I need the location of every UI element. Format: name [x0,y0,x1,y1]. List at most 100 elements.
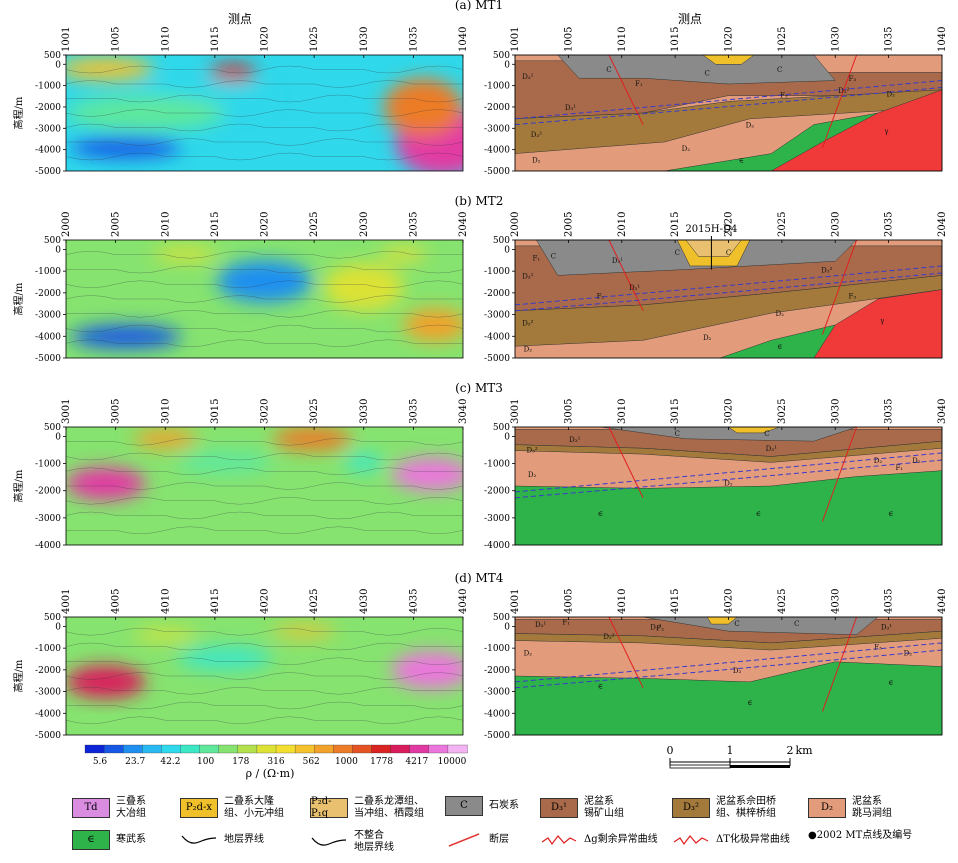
resistivity-anomaly [324,263,404,311]
scale-bar: 0 1 2 km [667,744,813,769]
station-label: 4020 [724,589,735,614]
strata-label: D₂ [904,649,913,657]
resistivity-section [66,617,463,735]
station-header-left: 测点 [228,12,252,26]
elevation-tick: -3000 [484,514,510,524]
station-label: 3001 [510,399,521,424]
legend-item-unconf: 不整合 地层界线 [310,830,394,854]
strata-label: D₃¹ [569,436,580,444]
legend-text: 地层界线 [224,834,264,845]
y-axis-label: 高程/m [12,282,25,315]
legend-text: ΔT化极异常曲线 [716,834,790,845]
station-label: 1035 [884,27,895,52]
station-label: 4015 [210,589,221,614]
station-label: 4030 [359,589,370,614]
strata-label: D₃¹ [629,284,640,292]
station-label: 2030 [359,212,370,237]
colorbar-tick: 1778 [370,757,393,767]
station-label: 4001 [61,589,72,614]
elevation-tick: -4000 [484,332,510,342]
strata-label: D₂ [887,90,896,98]
station-label: 3020 [724,399,735,424]
colorbar-cell [256,744,277,754]
station-label: 2020 [260,212,271,237]
station-label: 4020 [260,589,271,614]
elevation-tick: 500 [44,423,61,433]
resistivity-anomaly [379,248,428,261]
strata-label: D₂ [776,310,785,318]
station-label: 2040 [458,212,469,237]
station-label: 2015 [210,212,221,237]
resistivity-anomaly [66,467,146,501]
resistivity-anomaly [153,247,217,262]
colorbar-cell [237,744,258,754]
strata-label: D₃² [603,633,614,641]
elevation-tick: -1000 [35,460,61,470]
elevation-tick: -1000 [35,267,61,277]
strata-label: D₂ [703,334,712,342]
legend-swatch: Td [72,798,110,818]
scale-tick-1: 1 [727,744,734,757]
strata-label: D₃¹ [522,73,533,81]
colorbar-cell [275,744,296,754]
elevation-tick: -5000 [35,354,61,364]
legend-item-P2dx: P₂d-x 二叠系大隆 组、小元冲组 [180,796,284,820]
geologic-section: C C D₃¹ D₃¹ D₃¹ D₃² D₂ D₂ D₂ ∈ ∈ ∈ F₁ F₂ F₃ [514,616,943,736]
station-label: 4005 [563,589,574,614]
legend-swatch: ∈ [72,830,110,850]
geologic-section: C C C D₃¹ D₃¹ D₃² D₂ D₃² D₂ D₂ D₂ ∈ γ F₁ F₂ F₃ [514,54,943,172]
strata-label: D₃² [821,267,832,275]
legend-text: Δg剩余异常曲线 [584,834,658,845]
station-label: 1001 [61,27,72,52]
colorbar-cell [314,744,334,754]
geologic-section: C C C D₃¹ D₃¹ D₃¹ D₃² D₂ D₂ D₃² D₂ ∈ γ F₁ F₂ F₃ 2015H-D4 [514,224,943,359]
strata-label: D₃² [526,446,537,454]
strata-label: F₂ [597,292,605,300]
station-label: 2025 [309,212,320,237]
strata-label: ∈ [888,510,893,518]
resistivity-anomaly [133,429,198,449]
panel-title: (d) MT4 [455,571,504,585]
colorbar-cell [333,744,354,754]
strata-label: F₂ [656,625,664,633]
station-label: 3025 [777,399,788,424]
elevation-tick: -5000 [35,167,61,177]
station-label: 1030 [359,27,370,52]
colorbar-cell [199,744,220,754]
colorbar-cell [142,744,163,754]
station-label: 4025 [777,589,788,614]
elevation-tick: -3000 [35,688,61,698]
strata-label: D₃² [522,320,533,328]
elevation-tick: -4000 [35,146,61,156]
station-label: 4030 [830,589,841,614]
colorbar-cell [180,744,201,754]
borehole-label: 2015H-D4 [685,224,737,235]
strata-label: D₃² [838,87,849,95]
panels-root: (a) MT1 测点 测点 C C C D₃¹ D₃¹ D₃² D₂ D₃² D₂ D₂ D₂ ∈ γ F₁ F₂… [12,0,948,741]
elevation-tick: -4000 [35,709,61,719]
legend-swatch: C [445,796,483,816]
station-label: 3010 [617,399,628,424]
elevation-tick: -1000 [35,82,61,92]
strata-label: ∈ [777,343,782,351]
strata-label: F₁ [635,80,643,88]
station-label: 3040 [937,399,948,424]
legend-text: 泥盆系 锡矿山组 [584,796,624,819]
colorbar-cell [103,744,124,754]
strata-label: D₂ [912,457,921,465]
legend-text: 石炭系 [489,800,519,811]
scale-tick-2: 2 [787,744,794,757]
elevation-tick: -3000 [484,124,510,134]
strata-label: F₂ [780,91,788,99]
station-label: 2005 [563,212,574,237]
station-label: 4010 [160,589,171,614]
elevation-tick: -3000 [35,514,61,524]
colorbar-tick: 178 [232,757,249,767]
colorbar-tick: 42.2 [160,757,180,767]
legend-text: 断层 [489,834,509,845]
legend-item-boundary: 地层界线 [180,830,264,850]
elevation-tick: -4000 [484,146,510,156]
elevation-tick: -1000 [484,644,510,654]
elevation-tick: 0 [55,245,61,255]
strata-label: D₂ [733,667,742,675]
